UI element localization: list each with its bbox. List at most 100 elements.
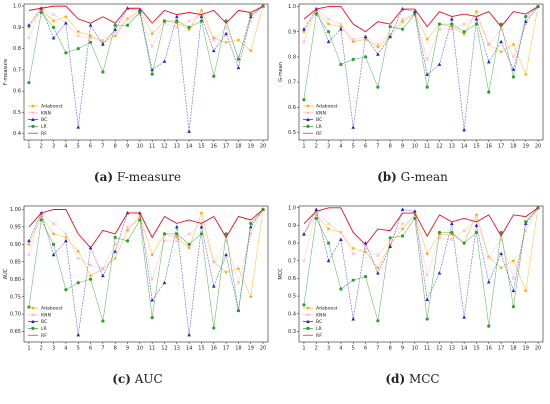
series-rf xyxy=(28,209,264,249)
legend-marker xyxy=(30,103,36,108)
data-point xyxy=(462,32,467,36)
plot-area xyxy=(23,3,269,141)
legend-marker xyxy=(31,111,35,115)
data-point xyxy=(224,252,228,257)
x-tick-label: 20 xyxy=(260,346,266,352)
data-point xyxy=(511,42,516,47)
data-point xyxy=(437,62,442,66)
series-knn xyxy=(27,207,265,285)
legend-label: KNN xyxy=(316,312,326,318)
data-point xyxy=(27,36,31,40)
data-point xyxy=(187,242,191,246)
y-tick-label: 0.7 xyxy=(288,258,296,264)
series-line xyxy=(28,6,264,52)
data-point xyxy=(351,39,356,44)
legend-item-lr: LR xyxy=(303,124,323,130)
x-tick-label: 9 xyxy=(401,346,404,352)
data-point xyxy=(339,230,343,235)
caption: (c) AUC xyxy=(0,372,275,386)
data-point xyxy=(101,273,105,278)
legend-marker xyxy=(30,305,36,310)
x-tick-label: 17 xyxy=(498,144,504,150)
data-point xyxy=(437,271,442,275)
data-point xyxy=(162,232,167,236)
x-tick-label: 4 xyxy=(64,346,67,352)
chart-panel-g-mean: 0.5 0.6 0.7 0.8 0.9 1.0 1 2 3 4 5 6 7 8 9 10 11 12 13 14 15 1… xyxy=(275,0,550,202)
data-point xyxy=(224,31,228,36)
data-point xyxy=(499,251,503,256)
x-tick-label: 10 xyxy=(137,144,143,150)
series-line xyxy=(28,5,264,24)
x-tick-label: 2 xyxy=(40,346,43,352)
x-tick-label: 6 xyxy=(364,346,367,352)
data-point xyxy=(523,288,528,293)
data-point xyxy=(413,12,417,16)
data-point xyxy=(523,72,528,77)
legend-marker xyxy=(31,319,35,323)
data-point xyxy=(450,221,454,226)
x-tick-label: 12 xyxy=(436,346,442,352)
x-tick-label: 20 xyxy=(535,346,541,352)
data-point xyxy=(211,48,216,53)
plot-area xyxy=(298,3,544,141)
caption-letter: (c) xyxy=(112,372,131,386)
data-point xyxy=(413,9,417,13)
data-point xyxy=(449,24,454,29)
data-point xyxy=(326,21,331,26)
legend-marker xyxy=(31,124,35,128)
data-point xyxy=(462,229,466,233)
data-point xyxy=(302,98,306,102)
data-point xyxy=(187,232,191,236)
y-tick-label: 1.00 xyxy=(10,207,21,213)
legend-label: Adaboost xyxy=(41,104,63,110)
legend-marker xyxy=(306,124,310,128)
data-point xyxy=(100,40,105,45)
x-tick-label: 11 xyxy=(424,346,430,352)
y-tick-label: 0.90 xyxy=(10,242,21,248)
legend-item-rf: RF xyxy=(303,333,322,339)
data-point xyxy=(199,232,204,236)
chart-panel-f-measure: 0.4 0.5 0.6 0.7 0.8 0.9 1.0 1 2 3 4 5 6 7 8 9 10 11 12 13 14… xyxy=(0,0,275,202)
data-point xyxy=(425,57,429,62)
series-lr xyxy=(27,207,265,330)
line-chart: 0.40.50.60.70.80.91.01 2 3 4 5 6 7 8 9 10 11 12 13 14… xyxy=(3,3,269,150)
data-point xyxy=(363,55,368,59)
x-tick-label: 6 xyxy=(364,144,367,150)
data-point xyxy=(376,85,380,89)
x-tick-label: 19 xyxy=(248,346,254,352)
data-point xyxy=(400,17,405,21)
y-tick-label: 0.8 xyxy=(288,241,296,247)
y-tick-label: 0.70 xyxy=(10,312,21,318)
data-point xyxy=(314,212,319,217)
x-tick-label: 11 xyxy=(149,144,155,150)
data-point xyxy=(248,224,253,229)
y-tick-label: 1.0 xyxy=(13,4,21,10)
y-tick-label: 0.85 xyxy=(10,259,21,265)
y-tick-label: 0.3 xyxy=(288,329,296,335)
data-point xyxy=(339,27,343,31)
data-point xyxy=(302,40,306,44)
x-tick-label: 13 xyxy=(449,346,455,352)
series-line xyxy=(303,6,539,33)
legend-item-knn: KNN xyxy=(28,312,51,318)
x-tick-label: 8 xyxy=(389,144,392,150)
plot-area xyxy=(23,205,269,343)
data-point xyxy=(64,21,68,25)
data-point xyxy=(363,275,368,279)
series-knn xyxy=(27,4,265,59)
data-point xyxy=(236,266,241,271)
data-point xyxy=(162,59,167,63)
data-point xyxy=(51,12,56,17)
line-chart: 0.30.40.50.60.70.80.91.01 2 3 4 5 6 7 8 9 10 11 12 1… xyxy=(278,205,544,352)
data-point xyxy=(511,67,516,71)
data-point xyxy=(314,12,318,16)
data-point xyxy=(51,18,56,23)
data-point xyxy=(39,10,43,15)
data-point xyxy=(175,14,179,19)
legend-marker xyxy=(306,117,310,121)
x-tick-label: 9 xyxy=(126,346,129,352)
y-tick-label: 0.65 xyxy=(10,329,21,335)
x-tick-label: 19 xyxy=(248,144,254,150)
series-adaboost xyxy=(26,3,266,53)
data-point xyxy=(462,22,466,26)
